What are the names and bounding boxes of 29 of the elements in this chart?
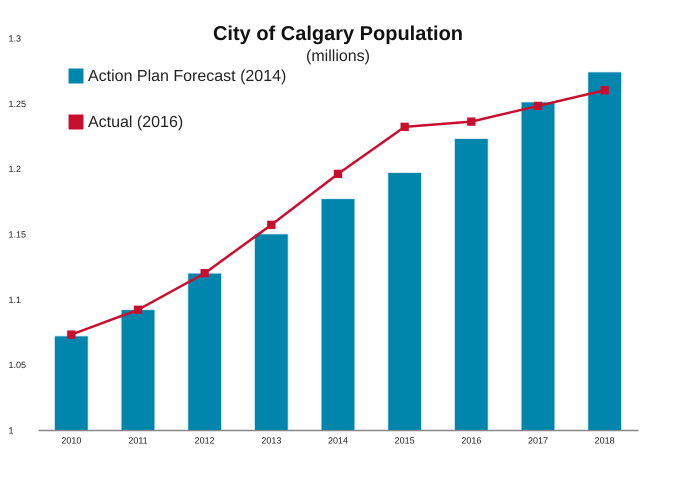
x-tick-label: 2010	[61, 436, 82, 446]
point	[334, 170, 342, 178]
point	[467, 117, 476, 126]
x-tick-label: 2016	[461, 436, 482, 446]
point	[200, 269, 209, 278]
point	[267, 220, 276, 230]
y-tick-label: 1.1	[8, 294, 22, 305]
y-tick-label: 1	[8, 426, 14, 436]
x-tick-label: 2014	[328, 436, 348, 446]
point	[67, 330, 76, 339]
x-tick-label: 2011	[128, 436, 148, 446]
point	[534, 102, 542, 110]
y-tick-label: 1.15	[8, 230, 26, 240]
y-tick-label: 1.05	[8, 360, 26, 370]
point	[134, 306, 142, 314]
x-tick-label: 2012	[194, 436, 215, 446]
y-tick-label: 1.25	[8, 98, 26, 109]
point	[600, 86, 609, 94]
legend-label: Action Plan Forecast (2014)	[88, 68, 286, 85]
point	[400, 122, 409, 132]
x-tick-label: 2015	[394, 436, 415, 446]
legend-label: Actual (2016)	[88, 114, 184, 131]
x-tick-label: 2013	[261, 436, 282, 446]
text: (millions)	[306, 48, 370, 65]
chart-title: City of Calgary Population	[212, 23, 464, 45]
x-tick-label: 2018	[594, 436, 615, 446]
y-tick-label: 1.3	[8, 34, 22, 44]
y-tick-label: 1.2	[8, 164, 22, 174]
x-tick-label: 2017	[528, 436, 548, 446]
